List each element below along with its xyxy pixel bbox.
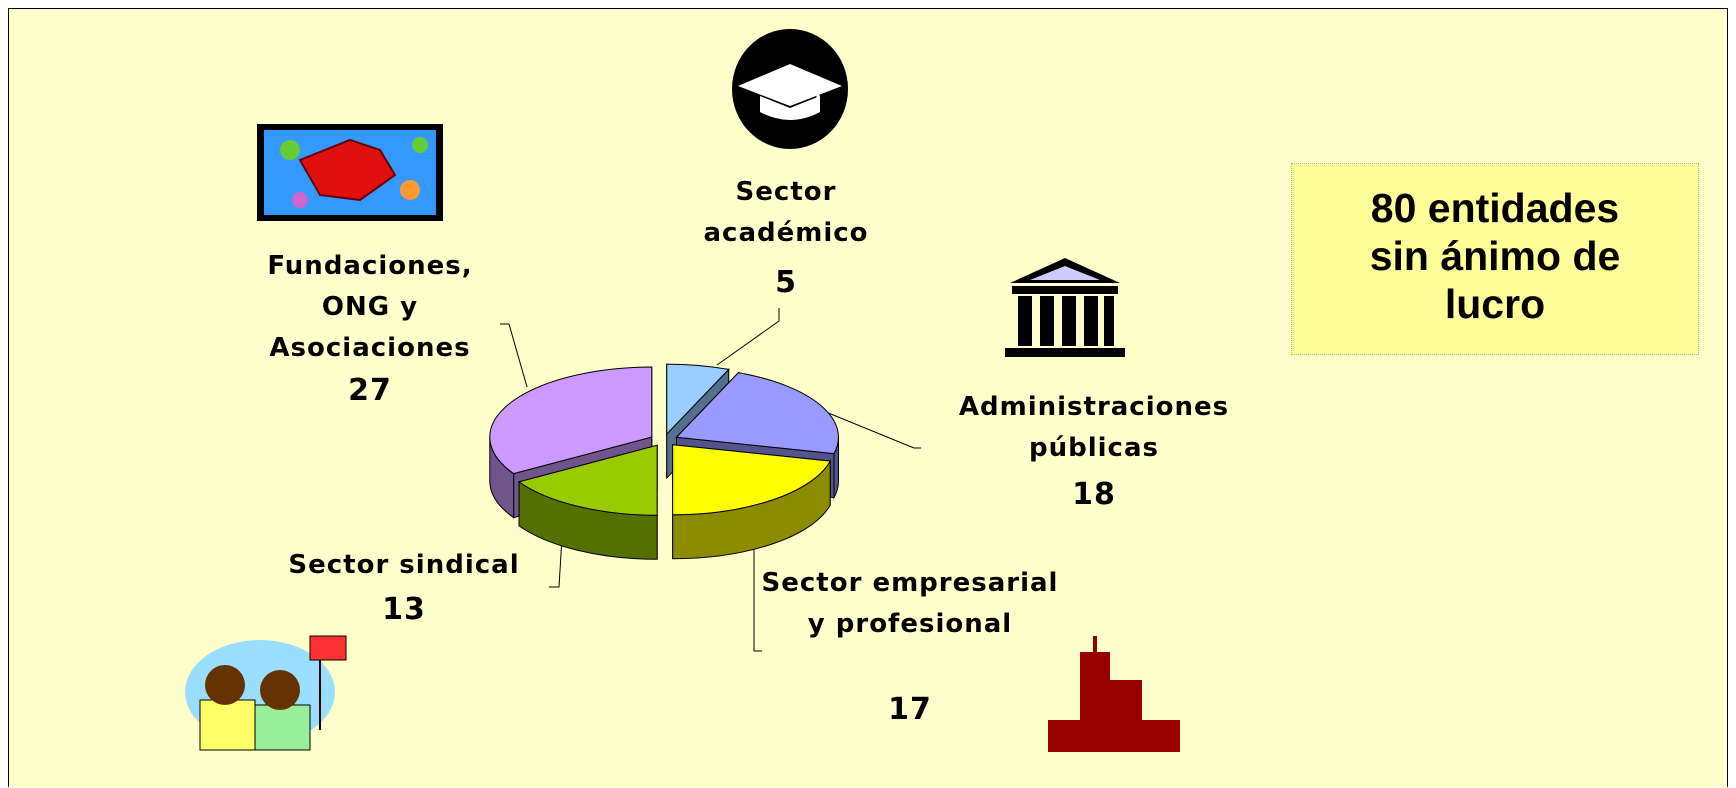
- slice-label: Fundaciones, ONG y Asociaciones: [267, 251, 473, 363]
- annotation: 80 entidades sin ánimo de lucro: [1291, 163, 1699, 355]
- slice-label: Administraciones públicas: [958, 392, 1230, 463]
- leader-line: [500, 323, 528, 388]
- slice: [666, 363, 730, 436]
- slice-value: 13: [382, 592, 426, 627]
- slice-label: Sector sindical: [288, 550, 520, 580]
- leader-line: [753, 534, 762, 652]
- leader-line: [549, 536, 563, 588]
- academic-icon: [732, 29, 848, 149]
- slice-value: 27: [348, 373, 392, 408]
- slice-label: Sector empresarial y profesional: [761, 568, 1059, 639]
- leader-line: [820, 409, 921, 449]
- slice: [672, 444, 831, 516]
- business-icon: [1048, 636, 1180, 752]
- leader-line: [716, 308, 780, 366]
- slice-value: 18: [1072, 477, 1116, 512]
- government-icon: [1005, 258, 1125, 357]
- puzzle-icon: [257, 124, 443, 221]
- slice: [489, 366, 653, 475]
- slice-value: 17: [888, 692, 932, 727]
- slice: [517, 444, 658, 516]
- slice-value: 5: [775, 265, 797, 300]
- slice-label: Sector académico: [703, 177, 869, 248]
- slice: [675, 372, 839, 455]
- protest-icon: [185, 635, 347, 751]
